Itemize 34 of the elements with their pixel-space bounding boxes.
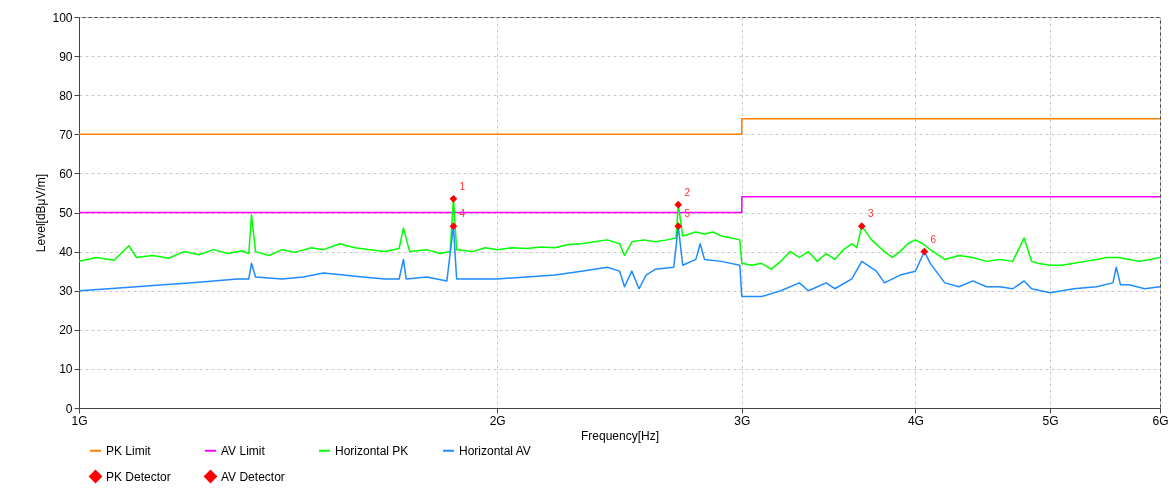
x-tick-label: 1G — [71, 413, 88, 428]
legend-label: PK Detector — [106, 469, 171, 484]
y-tick-label: 60 — [59, 166, 73, 181]
y-tick-label: 10 — [59, 362, 73, 377]
legend-label: PK Limit — [106, 443, 152, 458]
annotation: 6 — [930, 233, 937, 245]
y-tick-label: 30 — [59, 284, 73, 299]
y-tick-label: 50 — [59, 206, 73, 220]
x-tick-label: 5G — [1042, 413, 1059, 428]
annotation: 1 — [459, 180, 466, 192]
x-axis-title: Frequency[Hz] — [580, 428, 660, 443]
point — [449, 194, 458, 203]
x-tick-label: 4G — [907, 413, 924, 428]
x-tick-label: 2G — [489, 413, 506, 428]
y-tick-label: 90 — [59, 49, 73, 64]
x-tick-label: 6G — [1152, 413, 1169, 428]
legend-label: AV Detector — [221, 469, 285, 484]
legend-label: AV Limit — [221, 443, 266, 458]
y-tick-label: 100 — [52, 10, 73, 25]
point — [674, 200, 683, 209]
point — [449, 222, 458, 231]
y-tick-label: 0 — [65, 401, 73, 416]
annotation: 2 — [684, 186, 691, 198]
annotation: 3 — [868, 208, 874, 220]
legend-label: Horizontal PK — [335, 443, 409, 458]
y-tick-label: 80 — [59, 88, 73, 103]
point — [674, 222, 683, 231]
y-axis-title: Level[dBμV/m] — [34, 173, 49, 253]
annotation: 5 — [684, 208, 691, 220]
y-tick-label: 40 — [59, 245, 73, 260]
legend-label: Horizontal AV — [459, 443, 531, 458]
y-tick-label: 70 — [59, 127, 73, 142]
x-tick-label: 3G — [734, 413, 751, 428]
y-tick-label: 20 — [59, 323, 73, 338]
